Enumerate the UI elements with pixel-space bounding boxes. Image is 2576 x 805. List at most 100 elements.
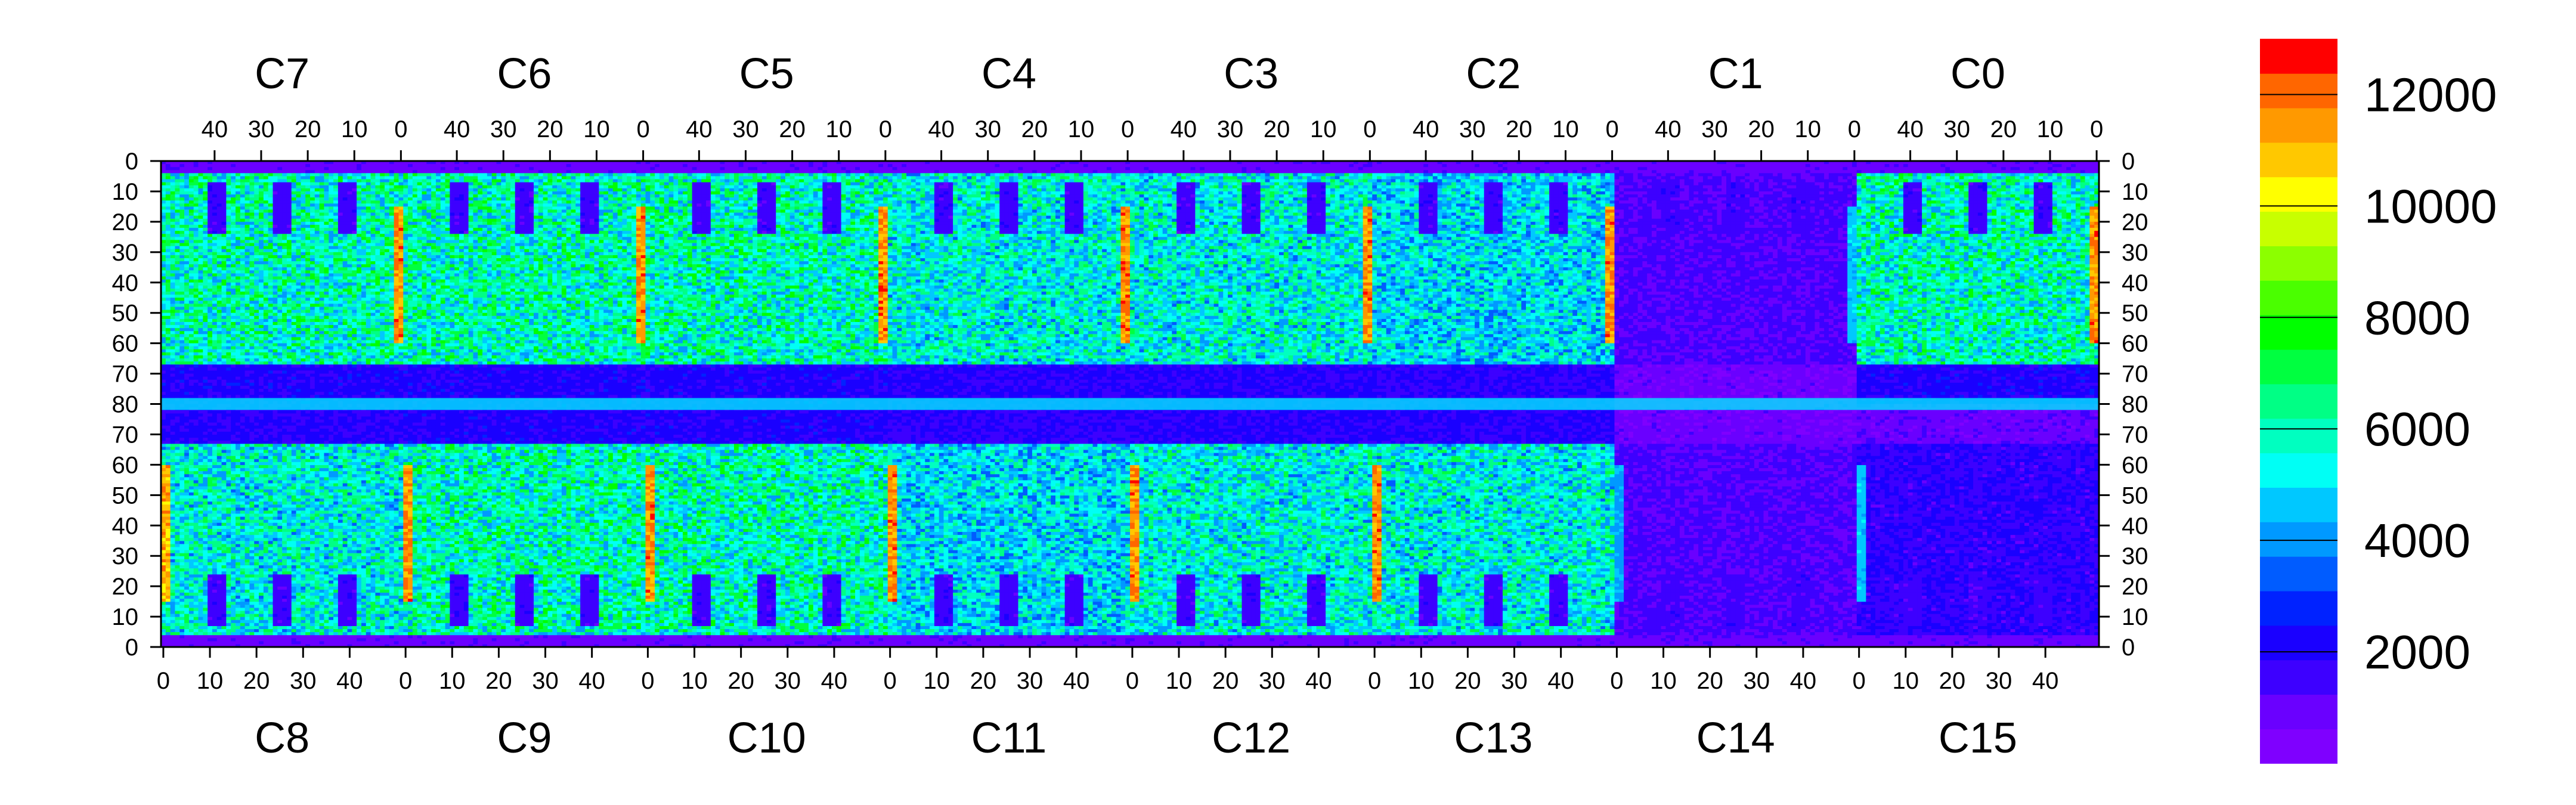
colorbar-segment [2260,315,2337,350]
y-tick-label: 30 [112,543,139,569]
y-tick-label: 50 [2122,301,2148,327]
x-tick-label-bottom: 30 [1986,668,2012,694]
x-tick-label-top: 0 [2090,116,2103,143]
x-tick-label-bottom: 40 [2032,668,2059,694]
x-tick-label-bottom: 10 [197,668,224,694]
x-tick-label-bottom: 20 [1696,668,1723,694]
x-tick-label-bottom: 40 [821,668,848,694]
colorbar-segment [2260,349,2337,385]
chip-label-bottom: C11 [971,714,1047,762]
x-tick-label-top: 0 [1363,116,1376,143]
chip-label-bottom: C15 [1939,714,2017,762]
x-tick-label-bottom: 10 [1408,668,1435,694]
colorbar-segment [2260,556,2337,592]
x-tick-label-top: 10 [341,116,368,143]
x-tick-label-top: 0 [636,116,649,143]
x-tick-label-top: 20 [1506,116,1532,143]
x-tick-label-bottom: 20 [1939,668,1966,694]
colorbar-segment [2260,39,2337,74]
y-tick-label: 70 [2122,422,2148,448]
colorbar-tick-label: 4000 [2364,514,2470,567]
x-tick-label-top: 10 [825,116,852,143]
y-tick-label: 40 [2122,513,2148,539]
y-tick-label: 20 [2122,209,2148,236]
x-tick-label-bottom: 40 [336,668,363,694]
x-tick-label-top: 0 [879,116,892,143]
y-tick-label: 60 [2122,452,2148,478]
y-tick-label: 30 [2122,240,2148,266]
x-tick-label-bottom: 0 [399,668,412,694]
y-tick-label: 10 [2122,604,2148,630]
colorbar-segment [2260,591,2337,626]
x-tick-label-bottom: 30 [1744,668,1770,694]
chip-label-bottom: C10 [727,714,806,762]
x-tick-label-top: 40 [1171,116,1197,143]
x-tick-label-top: 30 [1459,116,1486,143]
y-tick-label: 20 [112,574,139,600]
y-tick-label: 60 [112,452,139,478]
x-tick-label-top: 40 [1413,116,1439,143]
x-tick-label-bottom: 30 [532,668,559,694]
y-tick-label: 20 [112,209,139,236]
chip-label-top: C7 [255,50,309,98]
x-tick-label-top: 40 [686,116,713,143]
y-tick-label: 40 [112,513,139,539]
y-tick-label: 70 [112,422,139,448]
x-tick-label-top: 20 [1748,116,1775,143]
colorbar-tick-label: 8000 [2364,291,2470,344]
chip-label-top: C4 [982,50,1036,98]
colorbar-segment [2260,729,2337,764]
x-tick-label-top: 40 [202,116,228,143]
colorbar-segment [2260,143,2337,178]
x-tick-label-bottom: 0 [1126,668,1139,694]
x-tick-label-bottom: 10 [681,668,708,694]
x-tick-label-top: 20 [537,116,564,143]
colorbar-tick-label: 2000 [2364,626,2470,679]
x-tick-label-bottom: 0 [1853,668,1866,694]
y-tick-label: 10 [112,604,139,630]
colorbar-segment [2260,246,2337,281]
chip-label-top: C3 [1224,50,1278,98]
x-tick-label-top: 30 [490,116,517,143]
colorbar-segment [2260,108,2337,143]
x-tick-label-bottom: 20 [243,668,270,694]
y-tick-label: 40 [112,270,139,296]
x-tick-label-bottom: 30 [1259,668,1286,694]
chip-label-top: C0 [1950,50,2005,98]
x-tick-label-bottom: 10 [439,668,466,694]
x-tick-label-bottom: 30 [290,668,317,694]
colorbar-tick-label: 6000 [2364,402,2470,456]
x-tick-label-top: 10 [1068,116,1095,143]
x-tick-label-top: 0 [1605,116,1618,143]
x-tick-label-bottom: 10 [1166,668,1193,694]
x-tick-label-top: 40 [1655,116,1682,143]
y-tick-label: 20 [2122,574,2148,600]
colorbar-segment [2260,522,2337,557]
y-tick-label: 50 [112,301,139,327]
x-tick-label-top: 10 [2037,116,2064,143]
x-tick-label-top: 40 [928,116,955,143]
x-tick-label-bottom: 20 [727,668,754,694]
chip-label-bottom: C12 [1212,714,1290,762]
colorbar-segment [2260,384,2337,419]
colorbar-segment [2260,694,2337,729]
x-tick-label-top: 30 [974,116,1001,143]
x-tick-label-bottom: 10 [1650,668,1677,694]
x-tick-label-bottom: 20 [970,668,997,694]
y-tick-label: 30 [2122,543,2148,569]
x-tick-label-bottom: 0 [1610,668,1623,694]
y-tick-label: 10 [112,179,139,205]
x-tick-label-bottom: 40 [578,668,605,694]
x-tick-label-top: 20 [1990,116,2017,143]
x-tick-label-bottom: 20 [1454,668,1481,694]
x-tick-label-bottom: 30 [1501,668,1528,694]
colorbar-segment [2260,487,2337,522]
x-tick-label-top: 30 [1943,116,1970,143]
y-tick-label: 60 [2122,331,2148,357]
chip-label-bottom: C14 [1696,714,1775,762]
x-tick-label-bottom: 10 [1893,668,1919,694]
y-tick-label: 50 [112,482,139,509]
chip-label-bottom: C9 [497,714,552,762]
